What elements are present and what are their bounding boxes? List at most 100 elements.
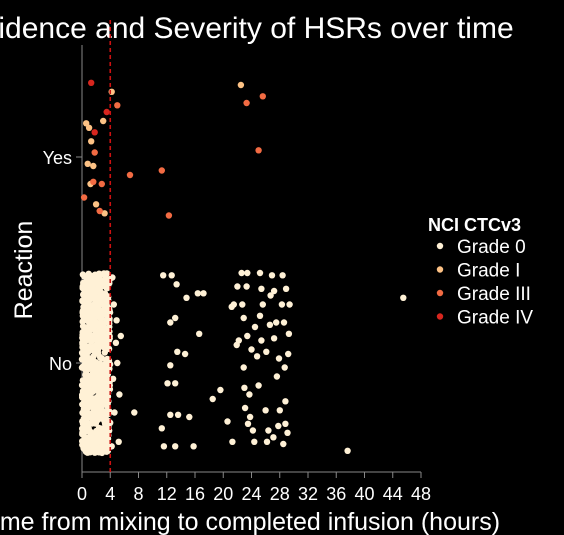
data-point-no [88, 338, 95, 345]
x-tick-label: 0 [77, 484, 87, 504]
data-point-no [87, 286, 94, 293]
data-point-no [240, 314, 247, 322]
data-points [80, 79, 407, 454]
data-point-no [160, 272, 167, 279]
data-point-no [273, 373, 281, 380]
x-tick-label: 24 [241, 484, 261, 504]
data-point-no [114, 359, 121, 367]
x-tick-label: 48 [411, 484, 431, 504]
y-tick-label: No [49, 354, 72, 374]
data-point-yes [243, 99, 250, 107]
data-point-no [172, 443, 179, 450]
data-point-no [102, 378, 109, 385]
data-point-no [275, 422, 282, 430]
data-point-no [217, 386, 224, 394]
x-tick-label: 12 [157, 484, 177, 504]
data-point-no [96, 301, 103, 309]
legend-label: Grade 0 [457, 237, 526, 258]
data-point-no [238, 269, 245, 277]
data-point-no [80, 415, 88, 422]
legend-swatch [436, 313, 444, 320]
data-point-no [116, 391, 123, 398]
data-point-yes [255, 147, 262, 154]
data-point-no [80, 428, 88, 435]
data-point-no [101, 349, 109, 356]
data-point-no [79, 318, 86, 325]
data-point-no [83, 402, 90, 409]
data-point-yes [91, 129, 98, 136]
data-point-no [86, 309, 93, 317]
data-point-no [99, 282, 107, 290]
data-point-yes [100, 117, 107, 125]
x-tick-label: 28 [270, 484, 290, 504]
data-point-no [83, 374, 90, 381]
data-point-no [102, 384, 110, 391]
data-point-no [79, 307, 87, 315]
data-point-no [229, 438, 236, 445]
data-point-no [101, 290, 109, 297]
data-point-no [280, 440, 287, 448]
data-point-no [285, 350, 292, 358]
data-point-no [115, 438, 122, 445]
data-point-no [158, 425, 165, 432]
data-point-no [281, 364, 288, 371]
data-point-no [105, 345, 113, 353]
x-axis-ticks: 0 4 8 12 16 20 24 28 32 36 40 44 48 [77, 472, 431, 504]
data-point-no [240, 364, 247, 371]
x-tick-label: 8 [133, 484, 143, 504]
data-point-yes [101, 210, 108, 217]
data-point-yes [91, 149, 98, 156]
data-point-no [82, 367, 90, 374]
x-axis-title: Time from mixing to completed infusion (… [0, 508, 500, 535]
data-point-no [131, 409, 138, 416]
data-point-no [286, 301, 293, 308]
y-axis-ticks: No Yes [43, 148, 82, 374]
x-tick-label: 40 [354, 484, 374, 504]
data-point-no [97, 382, 105, 389]
data-point-no [224, 418, 231, 425]
data-point-no [109, 375, 117, 382]
legend-label: Grade III [457, 284, 531, 305]
data-point-yes [165, 212, 173, 219]
data-point-no [263, 438, 271, 445]
data-point-no [86, 279, 93, 286]
data-point-no [167, 362, 174, 369]
data-point-no [244, 420, 252, 427]
data-point-yes [88, 138, 95, 145]
data-point-no [244, 332, 251, 340]
data-point-no [81, 324, 89, 331]
x-tick-label: 32 [298, 484, 318, 504]
data-point-no [276, 407, 283, 414]
data-point-no [93, 295, 100, 303]
data-point-no [80, 285, 87, 292]
data-point-yes [90, 178, 97, 185]
data-point-no [117, 332, 125, 340]
data-point-no [95, 276, 103, 284]
data-point-no [90, 352, 97, 360]
data-point-no [167, 319, 174, 326]
data-point-no [186, 413, 193, 421]
data-point-no [172, 380, 179, 387]
data-point-no [82, 444, 89, 451]
data-point-no [173, 281, 180, 288]
data-point-no [282, 285, 290, 292]
data-point-no [90, 443, 98, 451]
data-point-no [101, 371, 109, 379]
data-point-no [103, 448, 110, 455]
data-point-no [244, 269, 251, 277]
data-point-no [181, 350, 189, 358]
data-point-yes [114, 102, 121, 109]
data-point-no [268, 272, 276, 279]
data-point-no [270, 434, 277, 441]
data-point-yes [96, 207, 103, 215]
data-point-no [113, 317, 120, 324]
data-point-yes [84, 160, 91, 167]
data-point-no [228, 303, 235, 310]
data-point-yes [103, 108, 110, 116]
data-point-no [344, 447, 351, 454]
data-point-no [79, 439, 87, 446]
data-point-no [99, 397, 106, 404]
x-tick-label: 36 [326, 484, 346, 504]
